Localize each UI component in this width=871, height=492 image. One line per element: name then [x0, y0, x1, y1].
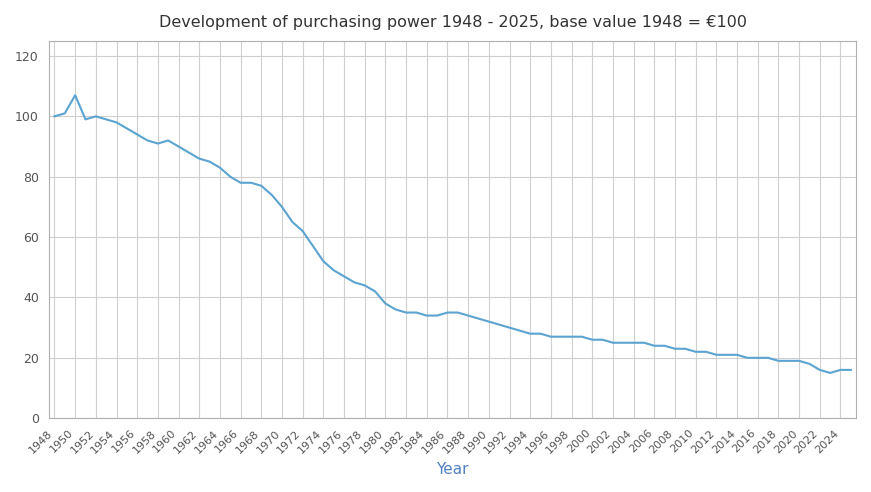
- Title: Development of purchasing power 1948 - 2025, base value 1948 = €100: Development of purchasing power 1948 - 2…: [159, 15, 746, 30]
- X-axis label: Year: Year: [436, 462, 469, 477]
